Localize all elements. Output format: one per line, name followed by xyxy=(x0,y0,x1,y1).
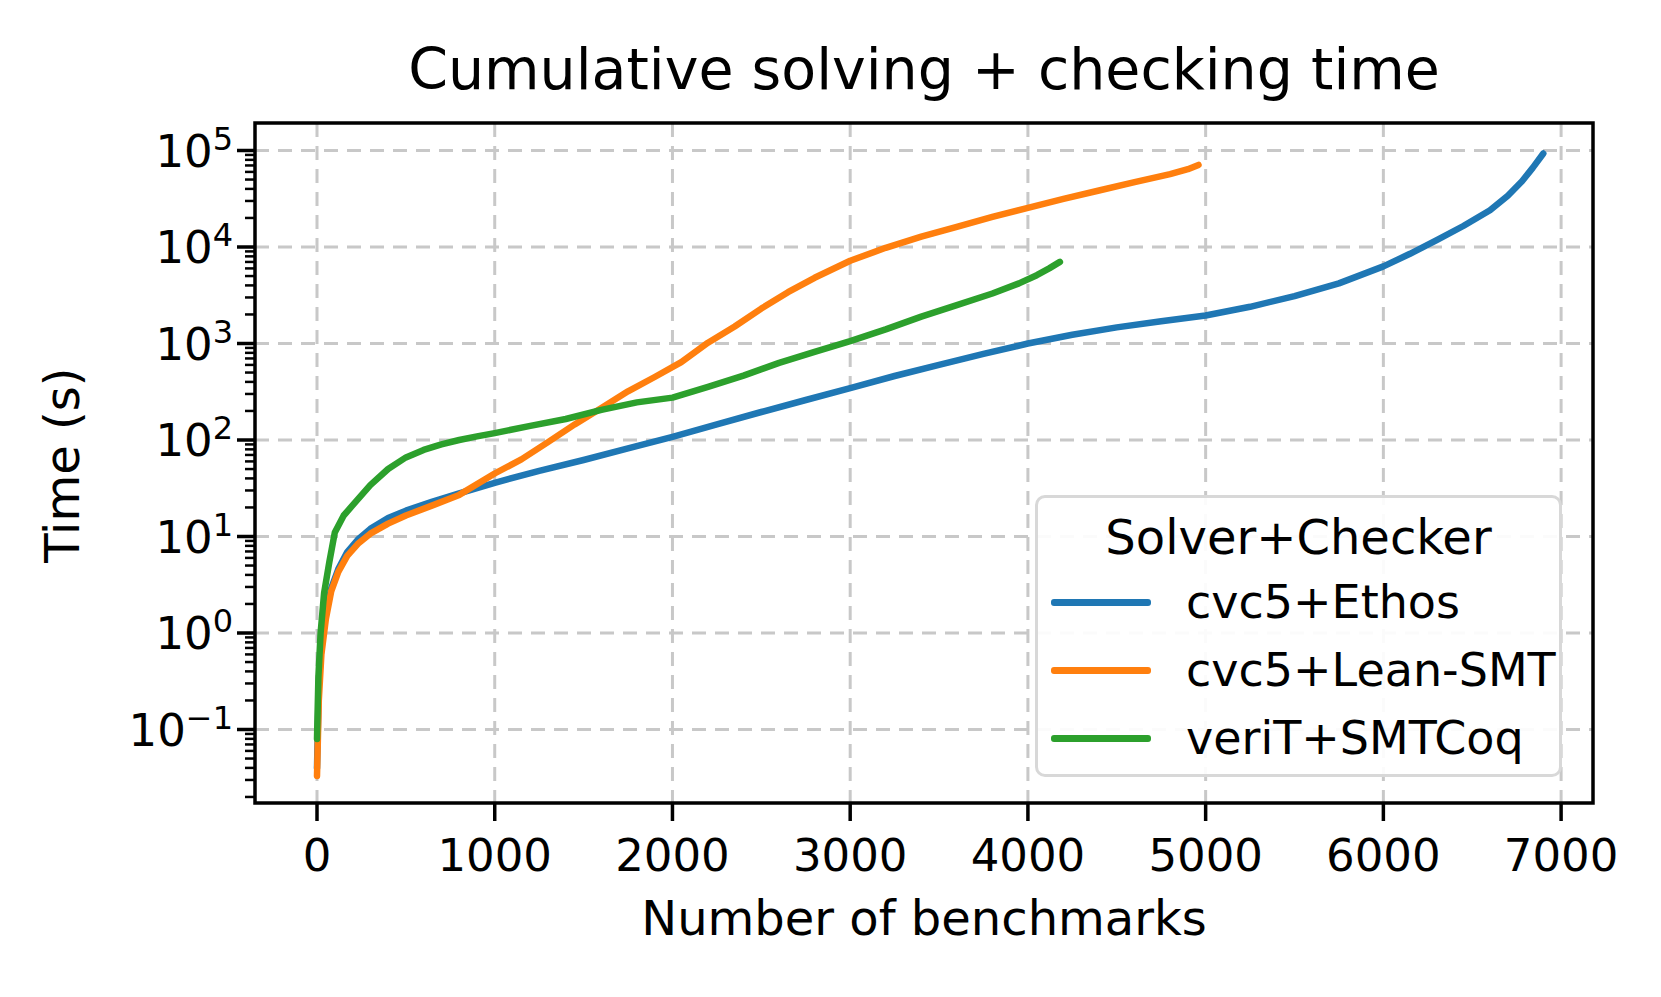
figure: 0 1000 2000 3000 4000 5000 6000 7000 10−1 100 101 1… xyxy=(0,0,1661,997)
y-tick-label: 102 xyxy=(155,409,233,467)
legend-item-cvc5-ethos: cvc5+Ethos xyxy=(1038,568,1559,636)
x-tick-label: 1000 xyxy=(437,829,552,882)
y-axis-label: Time (s) xyxy=(37,315,87,615)
x-tick-label: 7000 xyxy=(1504,829,1619,882)
y-tick-label: 101 xyxy=(155,506,233,564)
x-tick-label: 0 xyxy=(303,829,332,882)
legend-swatch-verit-smtcoq xyxy=(1051,735,1151,742)
y-tick-label: 100 xyxy=(155,602,233,660)
x-axis-label: Number of benchmarks xyxy=(255,893,1593,943)
legend-label: cvc5+Lean-SMT xyxy=(1186,647,1556,693)
x-tick-label: 4000 xyxy=(971,829,1086,882)
y-tick-label: 10−1 xyxy=(129,699,233,757)
legend-title: Solver+Checker xyxy=(1038,498,1559,568)
legend-label: cvc5+Ethos xyxy=(1186,579,1460,625)
chart-title: Cumulative solving + checking time xyxy=(255,40,1593,100)
legend-swatch-cvc5-lean-smt xyxy=(1051,667,1151,674)
x-tick-label: 3000 xyxy=(793,829,908,882)
legend-label: veriT+SMTCoq xyxy=(1186,715,1524,761)
legend-swatch-cvc5-ethos xyxy=(1051,599,1151,606)
y-tick-label: 105 xyxy=(155,120,233,178)
legend-item-cvc5-lean-smt: cvc5+Lean-SMT xyxy=(1038,636,1559,704)
y-tick-label: 104 xyxy=(155,216,233,274)
y-tick-label: 103 xyxy=(155,313,233,371)
x-tick-label: 5000 xyxy=(1148,829,1263,882)
x-tick-label: 6000 xyxy=(1326,829,1441,882)
x-tick-label: 2000 xyxy=(615,829,730,882)
legend: Solver+Checker cvc5+Ethos cvc5+Lean-SMT … xyxy=(1035,495,1562,777)
legend-item-verit-smtcoq: veriT+SMTCoq xyxy=(1038,704,1559,772)
